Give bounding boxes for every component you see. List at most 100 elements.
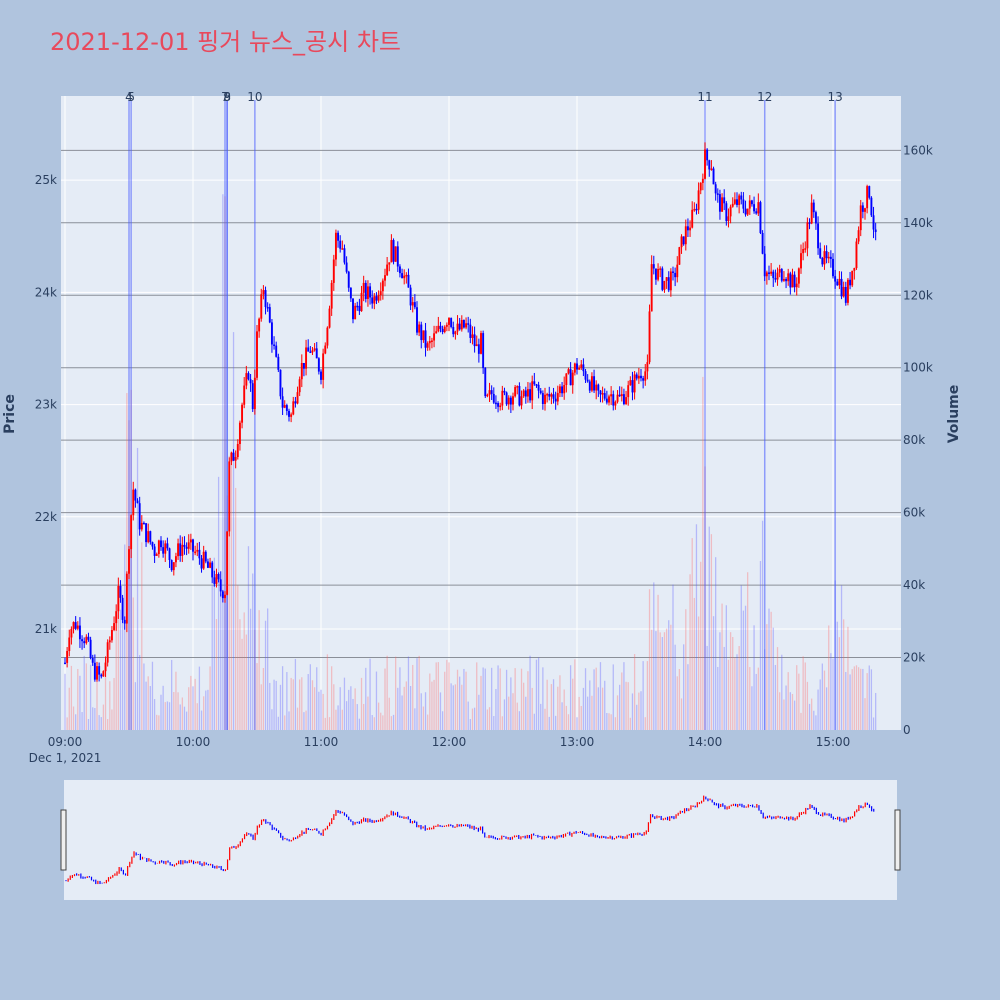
volume-bar bbox=[115, 622, 117, 730]
candle-body bbox=[846, 279, 849, 303]
volume-bar bbox=[574, 659, 576, 730]
candle-body bbox=[593, 376, 596, 391]
volume-bar bbox=[390, 716, 393, 730]
candle-body bbox=[834, 276, 837, 282]
rangeslider-left-handle[interactable] bbox=[60, 809, 67, 871]
volume-bar bbox=[838, 637, 841, 730]
candle-body bbox=[373, 296, 376, 304]
candle-body bbox=[718, 194, 721, 212]
candle-body bbox=[817, 223, 820, 249]
volume-bar bbox=[275, 680, 277, 730]
y-left-tick-label: 21k bbox=[35, 622, 57, 636]
volume-bar bbox=[363, 703, 365, 730]
volume-bar bbox=[356, 704, 358, 730]
candle-body bbox=[797, 268, 800, 284]
volume-bar bbox=[702, 376, 704, 730]
volume-bar bbox=[491, 667, 493, 730]
volume-bar bbox=[333, 684, 335, 730]
x-tick-label: 15:00 bbox=[816, 735, 851, 749]
candle-body bbox=[183, 544, 186, 547]
candle-body bbox=[772, 271, 775, 279]
volume-bar bbox=[527, 671, 529, 730]
volume-bar bbox=[235, 487, 237, 730]
candle-body bbox=[727, 216, 730, 222]
candle-body bbox=[217, 574, 220, 580]
volume-bar bbox=[614, 717, 617, 730]
candle-body bbox=[292, 401, 295, 415]
candle-body bbox=[710, 168, 713, 171]
candle-body bbox=[635, 374, 638, 379]
rangeslider-right-handle[interactable] bbox=[894, 809, 901, 871]
volume-bar bbox=[177, 692, 179, 730]
volume-bar bbox=[587, 696, 589, 730]
candle-body bbox=[232, 452, 235, 461]
volume-bar bbox=[685, 609, 687, 730]
candle-body bbox=[96, 666, 98, 680]
candle-body bbox=[652, 264, 655, 269]
candle-body bbox=[618, 394, 621, 397]
candle-body bbox=[268, 307, 271, 323]
volume-bar bbox=[192, 686, 194, 730]
candle-body bbox=[215, 574, 218, 584]
candle-body bbox=[544, 394, 546, 404]
y-right-tick-label: 20k bbox=[903, 651, 925, 665]
volume-bar bbox=[66, 717, 68, 730]
candle-body bbox=[676, 264, 679, 278]
volume-bar bbox=[194, 678, 196, 730]
candle-body bbox=[475, 344, 478, 347]
candle-body bbox=[300, 362, 303, 380]
volume-bar bbox=[749, 667, 751, 730]
right-gridlines bbox=[61, 149, 901, 659]
volume-bar bbox=[683, 644, 685, 730]
candle-body bbox=[119, 585, 122, 598]
volume-bar bbox=[326, 654, 329, 730]
candle-body bbox=[381, 280, 384, 292]
candle-body bbox=[806, 222, 809, 249]
volume-bar bbox=[567, 714, 570, 730]
volume-bar bbox=[687, 664, 689, 730]
candle-body bbox=[650, 264, 653, 312]
volume-bar bbox=[542, 667, 544, 730]
volume-bar bbox=[866, 673, 868, 730]
candle-body bbox=[66, 651, 69, 663]
candle-body bbox=[102, 671, 105, 677]
candle-body bbox=[725, 203, 728, 222]
volume-bar bbox=[510, 677, 512, 730]
volume-bar bbox=[102, 704, 105, 730]
volume-bar bbox=[162, 685, 164, 730]
volume-bar bbox=[301, 677, 303, 730]
rangeslider-area[interactable] bbox=[64, 780, 897, 900]
candle-body bbox=[275, 345, 278, 357]
candle-body bbox=[238, 422, 241, 445]
candle-body bbox=[708, 160, 711, 170]
candle-body bbox=[716, 193, 719, 195]
volume-bar bbox=[465, 671, 467, 730]
candle-body bbox=[128, 549, 130, 574]
volume-bar bbox=[149, 686, 151, 730]
volume-bar bbox=[365, 667, 367, 730]
news-marker-label: 12 bbox=[757, 90, 772, 104]
candle-body bbox=[526, 389, 529, 397]
volume-bar bbox=[789, 692, 791, 730]
volume-bar bbox=[175, 671, 177, 730]
volume-bar bbox=[107, 719, 109, 730]
volume-bar bbox=[237, 585, 239, 730]
candle-body bbox=[465, 323, 468, 328]
volume-bar bbox=[441, 711, 444, 730]
volume-bar bbox=[550, 684, 553, 730]
volume-bar bbox=[642, 661, 644, 730]
candle-body bbox=[418, 324, 421, 333]
volume-bar bbox=[164, 702, 166, 730]
volume-bar bbox=[311, 680, 314, 730]
volume-bar bbox=[732, 636, 734, 730]
volume-bar bbox=[495, 689, 497, 730]
candle-body bbox=[467, 323, 470, 325]
volume-bar bbox=[520, 668, 523, 730]
volume-bar bbox=[147, 676, 149, 730]
volume-bar bbox=[608, 713, 610, 730]
candle-body bbox=[347, 271, 350, 288]
candle-body bbox=[533, 381, 536, 385]
candle-body bbox=[439, 325, 442, 329]
volume-bar bbox=[488, 707, 491, 730]
volume-bar bbox=[473, 707, 476, 730]
